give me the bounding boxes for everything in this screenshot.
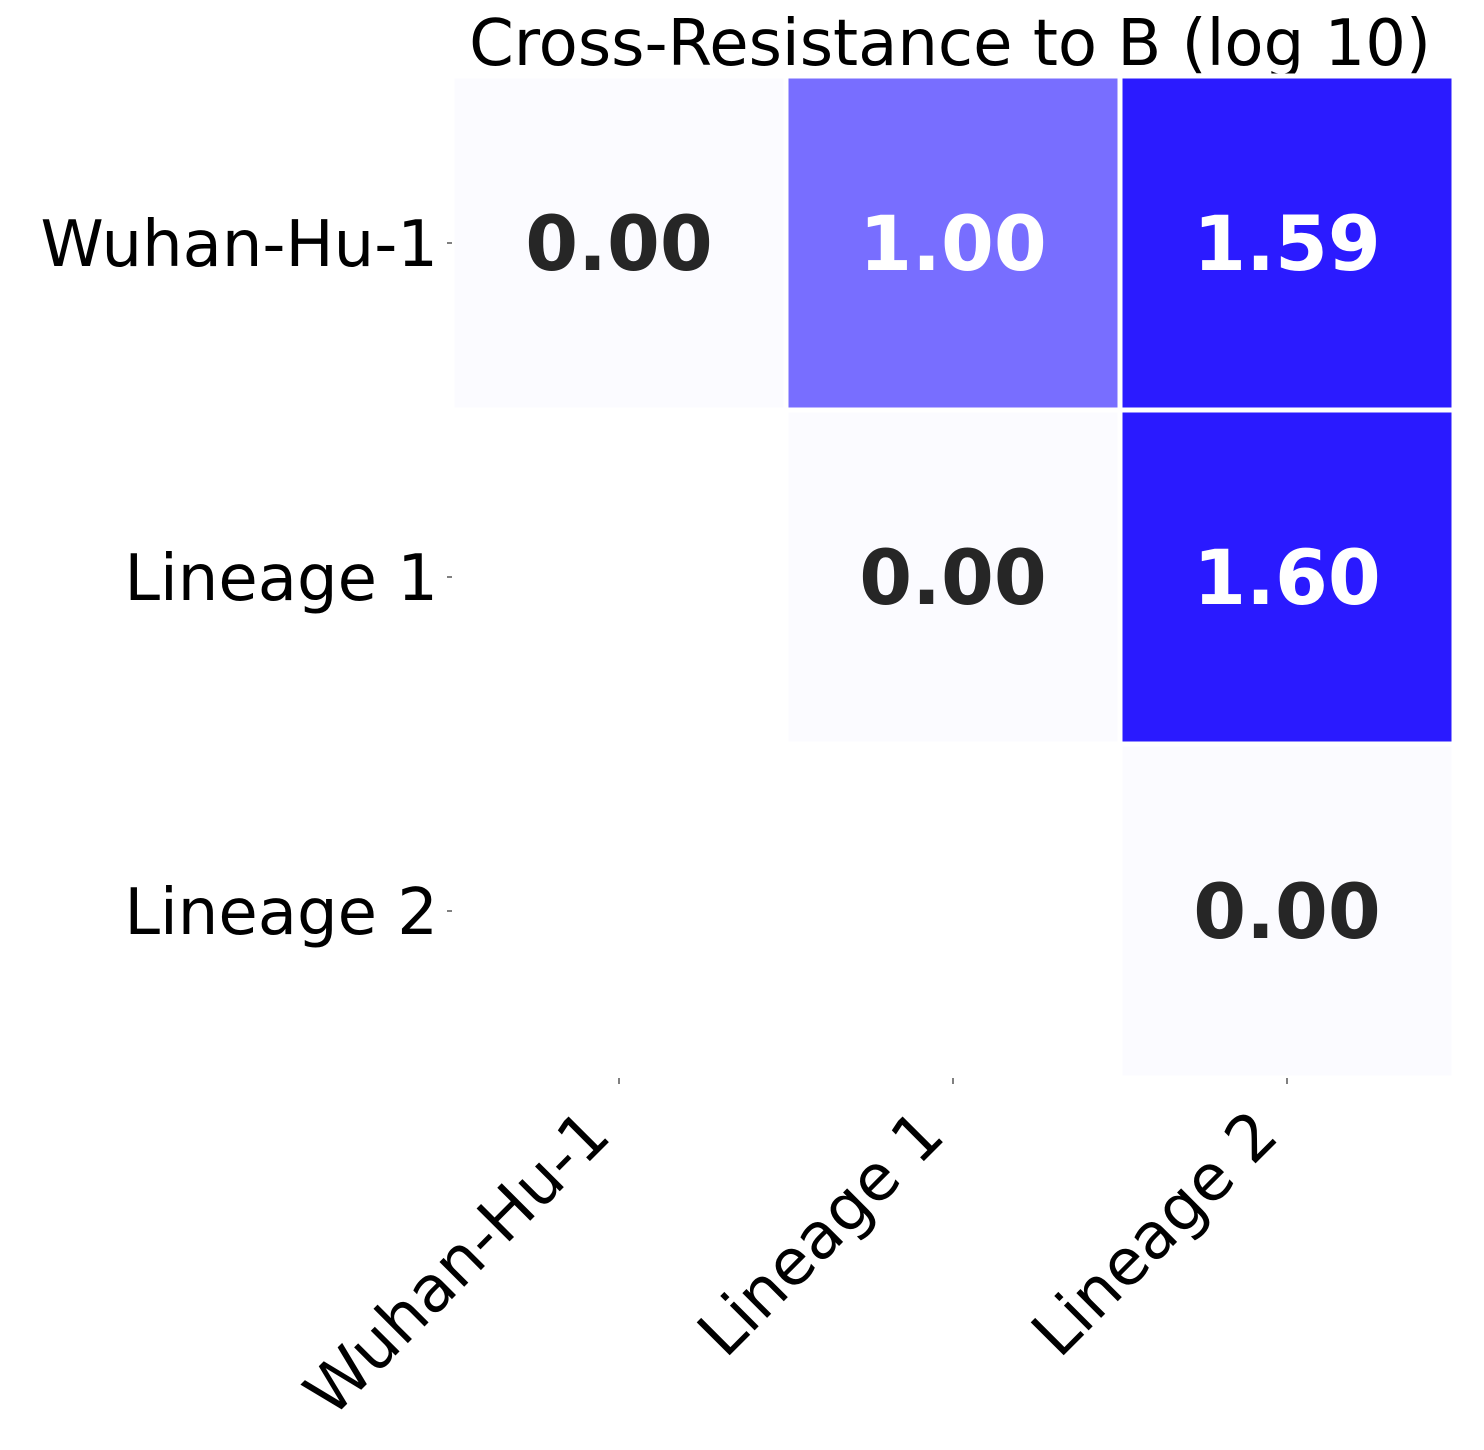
heatmap-cells: [449, 73, 1457, 1081]
cell-value-label: 1.60: [1193, 533, 1381, 622]
heatmap-cell: [449, 73, 789, 413]
x-axis: Wuhan-Hu-1 Lineage 1 Lineage 2: [291, 1078, 1292, 1430]
x-tick-label: Wuhan-Hu-1: [291, 1097, 624, 1430]
x-tick-label: Lineage 1: [684, 1097, 958, 1371]
cell-value-label: 1.59: [1193, 199, 1381, 288]
cell-value-label: 0.00: [1193, 867, 1381, 956]
heatmap-cell: [783, 407, 1123, 747]
x-tick-label: Lineage 2: [1018, 1097, 1292, 1371]
y-tick-label: Wuhan-Hu-1: [41, 208, 439, 282]
heatmap-cell: [783, 73, 1123, 413]
y-axis: Wuhan-Hu-1 Lineage 1 Lineage 2: [41, 208, 452, 950]
cell-value-label: 0.00: [525, 199, 713, 288]
heatmap-cell-labels: 0.00 1.00 1.59 0.00 1.60 0.00: [525, 199, 1381, 956]
cell-value-label: 1.00: [859, 199, 1047, 288]
heatmap-cell: [1117, 73, 1457, 413]
y-tick-label: Lineage 2: [124, 876, 438, 950]
cell-value-label: 0.00: [859, 533, 1047, 622]
chart-title: Cross-Resistance to B (log 10): [469, 7, 1431, 81]
y-tick-label: Lineage 1: [124, 542, 438, 616]
heatmap-cell: [1117, 741, 1457, 1081]
